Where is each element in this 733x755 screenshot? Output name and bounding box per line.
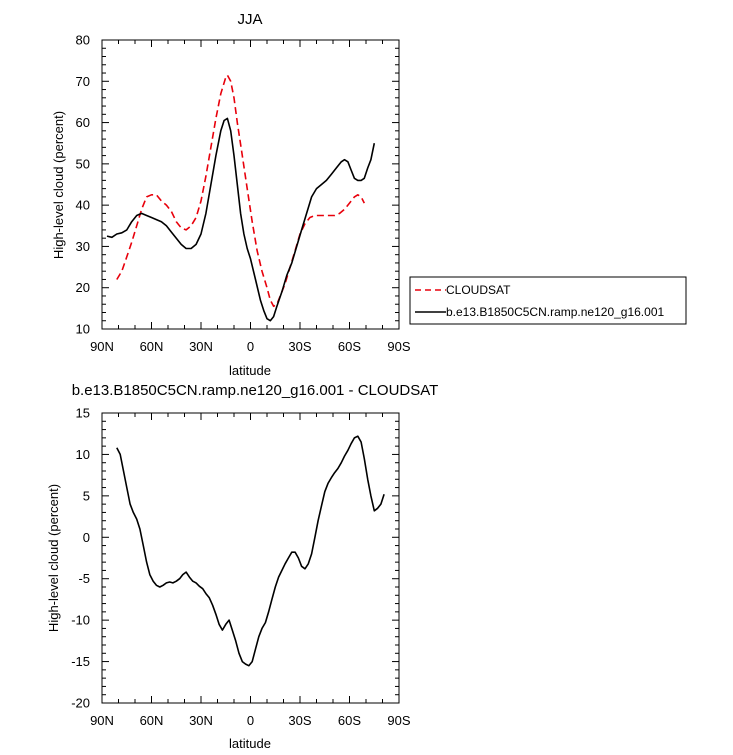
bottom-chart-axes: 90N 60N 30N 0 30S 60S 90S -20 -15 -10 -5 0 5 10 15 xyxy=(71,406,411,729)
legend: CLOUDSAT b.e13.B1850C5CN.ramp.ne120_g16.… xyxy=(409,276,687,325)
bottom-chart: b.e13.B1850C5CN.ramp.ne120_g16.001 - CLO… xyxy=(46,382,438,751)
top-xtick-label: 30S xyxy=(288,339,311,354)
bottom-xtick-label: 30N xyxy=(189,713,213,728)
bottom-chart-xlabel: latitude xyxy=(229,736,271,751)
top-xtick-label: 0 xyxy=(247,339,254,354)
bottom-ytick-label: 0 xyxy=(83,530,90,545)
bottom-ytick-label: -20 xyxy=(71,696,90,711)
legend-box xyxy=(409,276,687,325)
top-ytick-label: 50 xyxy=(76,156,90,171)
top-xtick-label: 60S xyxy=(338,339,361,354)
top-chart-series xyxy=(106,74,376,322)
top-chart-axes: 90N 60N 30N 0 30S 60S 90S 10 20 30 40 50 60 70 80 xyxy=(76,33,411,355)
bottom-ytick-label: 10 xyxy=(76,447,90,462)
legend-cloudsat-label: CLOUDSAT xyxy=(446,283,511,297)
bottom-ytick-label: 15 xyxy=(76,406,90,421)
top-series-line-0 xyxy=(116,74,366,308)
top-chart-ylabel: High-level cloud (percent) xyxy=(51,111,66,259)
bottom-ytick-label: -10 xyxy=(71,613,90,628)
top-chart-xlabel: latitude xyxy=(229,363,271,378)
top-chart: JJA 90N 60N 30N 0 30S 60S 90S1020304050607080 … xyxy=(51,11,411,378)
bottom-xtick-label: 60S xyxy=(338,713,361,728)
top-ytick-label: 80 xyxy=(76,33,90,48)
bottom-xtick-label: 90S xyxy=(387,713,410,728)
top-ytick-label: 70 xyxy=(76,74,90,89)
bottom-xtick-label: 60N xyxy=(140,713,164,728)
bottom-xtick-label: 30S xyxy=(288,713,311,728)
bottom-plot-frame xyxy=(101,412,400,704)
top-ytick-label: 30 xyxy=(76,239,90,254)
top-xtick-label: 90N xyxy=(90,339,114,354)
bottom-chart-ylabel: High-level cloud (percent) xyxy=(46,484,61,632)
bottom-xtick-label: 90N xyxy=(90,713,114,728)
top-xtick-label: 60N xyxy=(140,339,164,354)
bottom-chart-series xyxy=(116,435,385,667)
bottom-xtick-label: 0 xyxy=(247,713,254,728)
bottom-ytick-label: -15 xyxy=(71,654,90,669)
bottom-ytick-label: 5 xyxy=(83,488,90,503)
top-ytick-label: 60 xyxy=(76,115,90,130)
top-xtick-label: 90S xyxy=(387,339,410,354)
top-xtick-label: 30N xyxy=(189,339,213,354)
top-ytick-label: 40 xyxy=(76,198,90,213)
bottom-series-line-0 xyxy=(116,435,385,667)
top-plot-frame xyxy=(101,39,400,330)
bottom-ytick-label: -5 xyxy=(78,571,90,586)
top-ytick-label: 10 xyxy=(76,322,90,337)
top-series-line-1 xyxy=(106,117,376,322)
legend-model-label: b.e13.B1850C5CN.ramp.ne120_g16.001 xyxy=(446,305,664,319)
bottom-chart-title: b.e13.B1850C5CN.ramp.ne120_g16.001 - CLO… xyxy=(72,382,439,399)
top-ytick-label: 20 xyxy=(76,280,90,295)
top-chart-title: JJA xyxy=(237,11,262,28)
